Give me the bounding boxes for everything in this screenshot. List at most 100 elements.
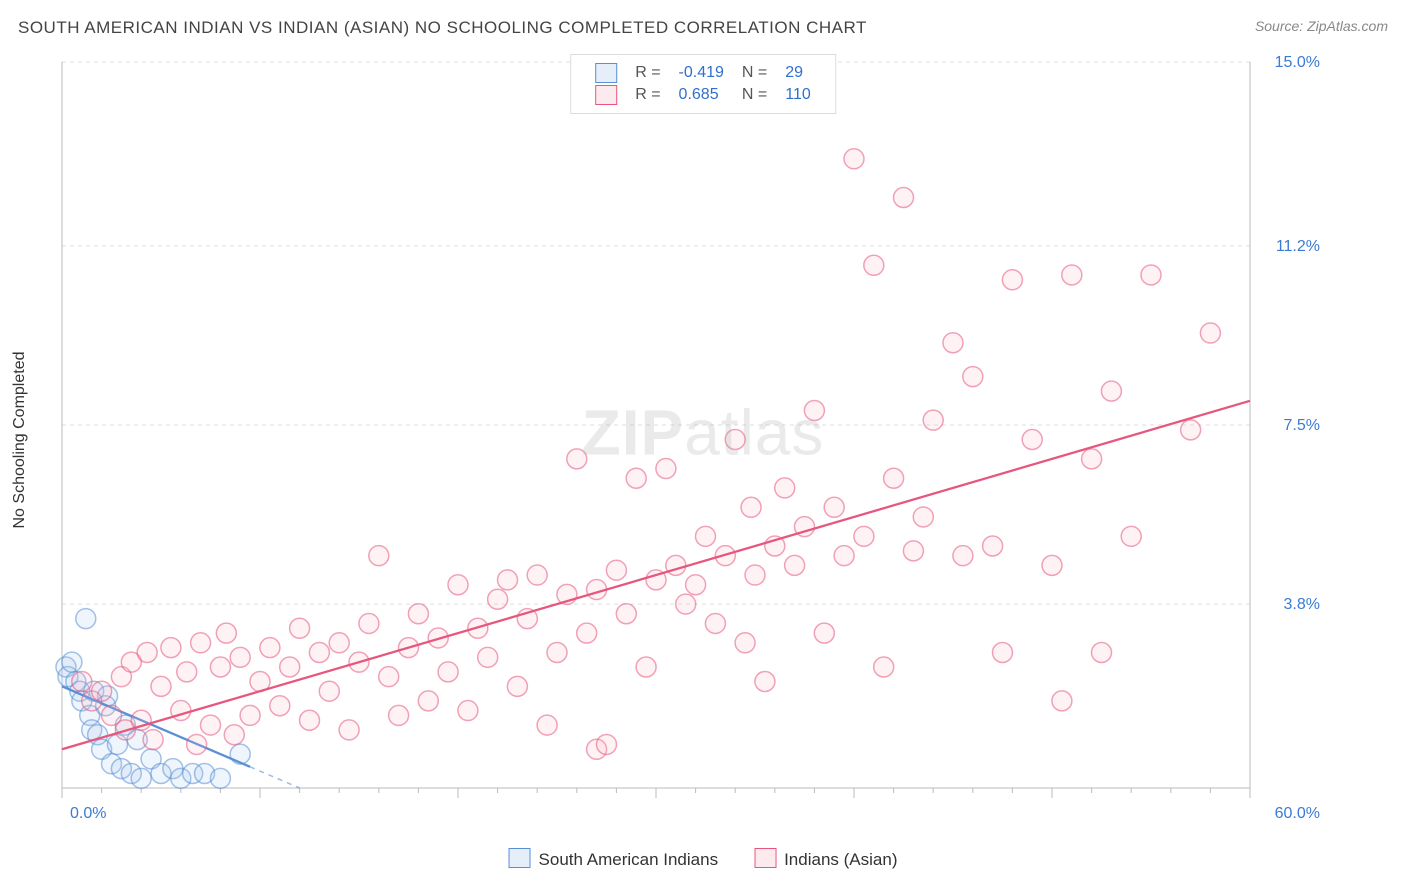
r-value: -0.419 (671, 63, 732, 83)
data-point (369, 546, 389, 566)
data-point (903, 541, 923, 561)
r-label: R = (627, 63, 668, 83)
data-point (1042, 555, 1062, 575)
data-point (656, 459, 676, 479)
y-tick-label: 15.0% (1275, 54, 1320, 71)
data-point (329, 633, 349, 653)
data-point (319, 681, 339, 701)
data-point (844, 149, 864, 169)
data-point (309, 642, 329, 662)
data-point (216, 623, 236, 643)
data-point (191, 633, 211, 653)
data-point (686, 575, 706, 595)
data-point (438, 662, 458, 682)
data-point (1022, 430, 1042, 450)
data-point (92, 681, 112, 701)
data-point (270, 696, 290, 716)
data-point (1121, 526, 1141, 546)
y-tick-label: 3.8% (1284, 596, 1320, 613)
legend-stats-box: R =-0.419N =29R =0.685N =110 (570, 54, 836, 114)
data-point (626, 468, 646, 488)
data-point (1101, 381, 1121, 401)
n-label: N = (734, 63, 775, 83)
data-point (210, 768, 230, 788)
data-point (448, 575, 468, 595)
data-point (953, 546, 973, 566)
data-point (943, 333, 963, 353)
legend-item: Indians (Asian) (754, 848, 897, 870)
data-point (775, 478, 795, 498)
scatter-plot: 3.8%7.5%11.2%15.0%0.0%60.0% (52, 50, 1332, 830)
legend-item: South American Indians (509, 848, 719, 870)
data-point (260, 638, 280, 658)
y-tick-label: 11.2% (1276, 238, 1320, 255)
data-point (1200, 323, 1220, 343)
data-point (151, 676, 171, 696)
data-point (567, 449, 587, 469)
data-point (814, 623, 834, 643)
data-point (1052, 691, 1072, 711)
data-point (418, 691, 438, 711)
data-point (577, 623, 597, 643)
legend-stat-row: R =0.685N =110 (587, 85, 819, 105)
data-point (488, 589, 508, 609)
data-point (1062, 265, 1082, 285)
data-point (913, 507, 933, 527)
data-point (745, 565, 765, 585)
data-point (1092, 642, 1112, 662)
data-point (1082, 449, 1102, 469)
data-point (201, 715, 221, 735)
data-point (498, 570, 518, 590)
data-point (864, 255, 884, 275)
data-point (300, 710, 320, 730)
data-point (735, 633, 755, 653)
data-point (963, 367, 983, 387)
regression-line-dashed (250, 767, 300, 788)
data-point (76, 609, 96, 629)
data-point (137, 642, 157, 662)
data-point (923, 410, 943, 430)
data-point (143, 730, 163, 750)
n-label: N = (734, 85, 775, 105)
data-point (606, 560, 626, 580)
chart-title: SOUTH AMERICAN INDIAN VS INDIAN (ASIAN) … (18, 18, 867, 37)
data-point (824, 497, 844, 517)
data-point (834, 546, 854, 566)
r-label: R = (627, 85, 668, 105)
data-point (507, 676, 527, 696)
data-point (408, 604, 428, 624)
data-point (379, 667, 399, 687)
data-point (131, 768, 151, 788)
data-point (597, 734, 617, 754)
data-point (755, 672, 775, 692)
data-point (874, 657, 894, 677)
legend-label: Indians (Asian) (784, 850, 897, 869)
data-point (210, 657, 230, 677)
n-value: 29 (777, 63, 819, 83)
data-point (458, 701, 478, 721)
source-attribution: Source: ZipAtlas.com (1255, 18, 1388, 34)
data-point (636, 657, 656, 677)
legend-series: South American Indians Indians (Asian) (491, 848, 916, 870)
data-point (72, 672, 92, 692)
data-point (537, 715, 557, 735)
swatch-icon (595, 85, 617, 105)
data-point (676, 594, 696, 614)
data-point (161, 638, 181, 658)
r-value: 0.685 (671, 85, 732, 105)
data-point (62, 652, 82, 672)
swatch-icon (595, 63, 617, 83)
data-point (1181, 420, 1201, 440)
data-point (230, 647, 250, 667)
data-point (993, 642, 1013, 662)
data-point (705, 613, 725, 633)
legend-label: South American Indians (539, 850, 719, 869)
data-point (547, 642, 567, 662)
data-point (804, 400, 824, 420)
data-point (785, 555, 805, 575)
y-tick-label: 7.5% (1284, 417, 1320, 434)
data-point (389, 705, 409, 725)
data-point (240, 705, 260, 725)
data-point (280, 657, 300, 677)
swatch-icon (754, 848, 776, 868)
